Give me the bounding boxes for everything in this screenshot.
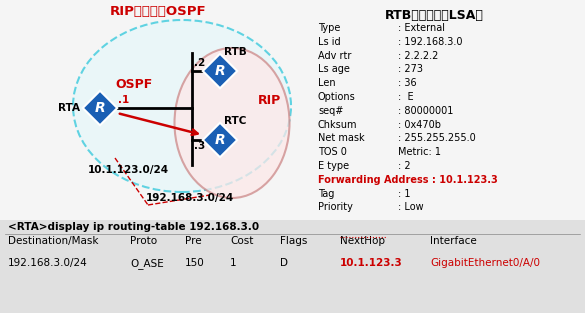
Bar — [0, 220, 585, 313]
Text: R: R — [215, 133, 225, 147]
Text: <RTA>display ip routing-table 192.168.3.0: <RTA>display ip routing-table 192.168.3.… — [8, 222, 259, 232]
Polygon shape — [203, 123, 238, 157]
Polygon shape — [82, 91, 117, 125]
Text: TOS 0: TOS 0 — [318, 147, 347, 157]
Text: E type: E type — [318, 161, 349, 171]
Text: : 36: : 36 — [398, 78, 417, 88]
Text: Net mask: Net mask — [318, 133, 364, 143]
Text: : 2: : 2 — [398, 161, 411, 171]
Text: : External: : External — [398, 23, 445, 33]
Text: R: R — [95, 101, 105, 115]
Text: Len: Len — [318, 78, 336, 88]
Text: 192.168.3.0/24: 192.168.3.0/24 — [8, 258, 88, 268]
Text: : 273: : 273 — [398, 64, 423, 74]
Text: : 255.255.255.0: : 255.255.255.0 — [398, 133, 476, 143]
Text: Options: Options — [318, 92, 356, 102]
Text: RIP: RIP — [258, 94, 281, 106]
Text: OSPF: OSPF — [115, 79, 152, 91]
Text: RTA: RTA — [58, 103, 80, 113]
Text: seq#: seq# — [318, 106, 343, 116]
Text: Adv rtr: Adv rtr — [318, 51, 352, 61]
Text: : 2.2.2.2: : 2.2.2.2 — [398, 51, 438, 61]
Polygon shape — [203, 54, 238, 88]
Text: Flags: Flags — [280, 236, 307, 246]
Text: 150: 150 — [185, 258, 205, 268]
Text: 10.1.123.0/24: 10.1.123.0/24 — [88, 165, 169, 175]
Ellipse shape — [73, 20, 291, 192]
Text: 192.168.3.0/24: 192.168.3.0/24 — [146, 193, 234, 203]
Text: D: D — [280, 258, 288, 268]
Text: Proto: Proto — [130, 236, 157, 246]
Text: :  E: : E — [398, 92, 414, 102]
Text: : 192.168.3.0: : 192.168.3.0 — [398, 37, 463, 47]
Text: Destination/Mask: Destination/Mask — [8, 236, 98, 246]
Text: NextHop: NextHop — [340, 236, 385, 246]
Text: Chksum: Chksum — [318, 120, 357, 130]
Text: .2: .2 — [194, 58, 205, 68]
Text: Metric: 1: Metric: 1 — [398, 147, 441, 157]
Text: .3: .3 — [194, 141, 205, 151]
Text: RTB产生的五类LSA：: RTB产生的五类LSA： — [385, 9, 484, 22]
Text: : 0x470b: : 0x470b — [398, 120, 441, 130]
Text: 10.1.123.3: 10.1.123.3 — [340, 258, 402, 268]
Bar — [0, 0, 585, 220]
Text: GigabitEthernet0/A/0: GigabitEthernet0/A/0 — [430, 258, 540, 268]
Text: Type: Type — [318, 23, 340, 33]
Text: R: R — [215, 64, 225, 78]
Text: RTC: RTC — [224, 116, 246, 126]
Text: Tag: Tag — [318, 189, 335, 199]
Text: RIP重发布到OSPF: RIP重发布到OSPF — [110, 5, 207, 18]
Ellipse shape — [174, 48, 290, 198]
Text: Pre: Pre — [185, 236, 202, 246]
Text: Priority: Priority — [318, 203, 353, 213]
Text: Forwarding Address : 10.1.123.3: Forwarding Address : 10.1.123.3 — [318, 175, 498, 185]
Text: .1: .1 — [118, 95, 129, 105]
Text: 1: 1 — [230, 258, 236, 268]
Text: O_ASE: O_ASE — [130, 258, 164, 269]
Text: Cost: Cost — [230, 236, 253, 246]
Text: : Low: : Low — [398, 203, 424, 213]
Text: : 1: : 1 — [398, 189, 411, 199]
Text: RTB: RTB — [224, 47, 247, 57]
Text: Ls id: Ls id — [318, 37, 340, 47]
Text: : 80000001: : 80000001 — [398, 106, 453, 116]
Text: Interface: Interface — [430, 236, 477, 246]
Text: Ls age: Ls age — [318, 64, 350, 74]
